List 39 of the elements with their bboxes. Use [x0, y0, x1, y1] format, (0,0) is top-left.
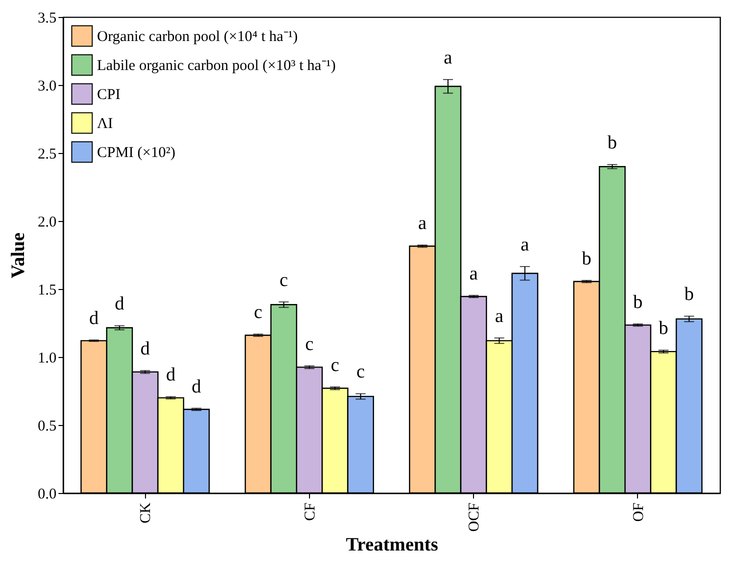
data-label: b	[633, 292, 643, 313]
y-tick-label: 0.0	[38, 486, 56, 502]
data-label: c	[280, 270, 288, 291]
legend-label: Labile organic carbon pool (×10³ t ha⁻¹)	[97, 58, 336, 74]
data-label: d	[114, 294, 125, 315]
data-label: c	[254, 302, 262, 324]
legend-label: ΛI	[97, 116, 113, 132]
y-axis-title: Value	[8, 232, 29, 278]
data-label: a	[418, 213, 428, 234]
legend-label: Organic carbon pool (×10⁴ t ha⁻¹)	[97, 29, 298, 45]
data-label: d	[166, 364, 176, 386]
legend-label: CPI	[97, 87, 120, 103]
data-label: a	[469, 263, 478, 284]
data-label: b	[684, 284, 694, 306]
data-label: c	[356, 362, 365, 383]
x-tick-label: OCF	[466, 502, 483, 532]
legend-label: CPMI (×10²)	[97, 145, 176, 161]
y-tick-label: 3.0	[38, 78, 56, 94]
data-label: d	[140, 338, 150, 360]
data-label: a	[444, 48, 453, 69]
data-label: b	[608, 132, 617, 154]
data-label: a	[520, 234, 530, 256]
y-tick-label: 1.5	[38, 282, 56, 298]
data-label: c	[305, 334, 314, 355]
x-tick-label: CK	[138, 502, 154, 524]
data-label: d	[89, 308, 100, 329]
data-label: b	[582, 248, 592, 270]
y-tick-label: 3.5	[38, 10, 56, 26]
x-tick-label: OF	[630, 502, 647, 522]
y-tick-label: 2.0	[38, 214, 56, 230]
data-label: b	[658, 318, 668, 340]
x-tick-label: CF	[302, 502, 318, 521]
y-tick-label: 2.5	[38, 146, 56, 162]
data-label: c	[330, 354, 340, 376]
data-label: a	[495, 306, 504, 327]
y-tick-label: 0.5	[38, 418, 56, 434]
data-label: d	[192, 376, 202, 398]
x-axis-title: Treatments	[346, 534, 438, 556]
y-tick-label: 1.0	[38, 350, 56, 366]
